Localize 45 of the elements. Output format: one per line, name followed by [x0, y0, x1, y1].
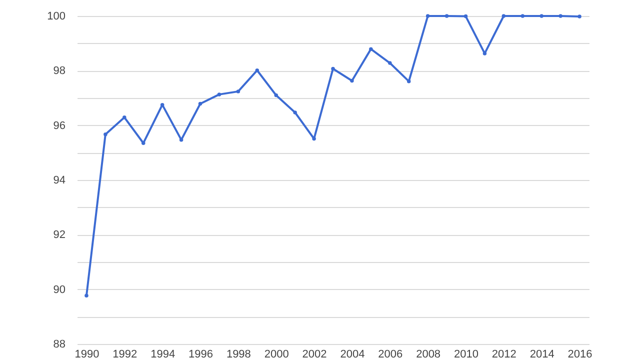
point — [502, 14, 506, 18]
x-tick-label: 2010 — [454, 348, 478, 360]
x-tick-label: 1990 — [74, 348, 100, 360]
x-tick-label: 1998 — [226, 348, 251, 360]
point — [444, 14, 449, 18]
x-tick-label: 1994 — [150, 348, 176, 360]
point — [464, 14, 468, 18]
x-tick-label: 2002 — [302, 348, 327, 360]
point — [217, 92, 222, 96]
x-tick-label: 2016 — [568, 348, 592, 360]
point — [255, 68, 260, 72]
y-tick-label: 90 — [53, 284, 66, 296]
point — [558, 14, 562, 18]
x-tick-label: 1992 — [112, 348, 138, 360]
point — [482, 52, 487, 56]
point — [388, 61, 392, 65]
point — [142, 141, 146, 145]
x-tick-label: 2004 — [340, 348, 365, 360]
y-tick-label: 94 — [53, 174, 66, 186]
point — [520, 14, 524, 18]
point — [84, 294, 88, 298]
y-tick-label: 98 — [53, 65, 66, 78]
point — [406, 79, 411, 84]
y-tick-label: 100 — [47, 10, 66, 22]
x-tick-label: 2000 — [264, 348, 289, 360]
point — [369, 47, 373, 51]
x-tick-label: 2006 — [378, 348, 403, 360]
point — [331, 66, 335, 71]
point — [578, 14, 582, 18]
point — [540, 14, 544, 18]
point — [350, 78, 354, 83]
y-tick-label: 96 — [53, 120, 66, 132]
x-tick-label: 2014 — [530, 348, 554, 360]
point — [426, 14, 430, 18]
x-tick-label: 2012 — [492, 348, 516, 360]
y-tick-label: 88 — [53, 338, 66, 350]
x-tick-label: 1996 — [188, 348, 213, 360]
point — [104, 132, 108, 136]
point — [274, 93, 278, 98]
point — [236, 90, 240, 94]
x-tick-label: 2008 — [416, 348, 441, 360]
point — [198, 102, 202, 106]
point — [122, 116, 126, 120]
point — [293, 110, 297, 114]
y-tick-label: 92 — [53, 229, 66, 242]
